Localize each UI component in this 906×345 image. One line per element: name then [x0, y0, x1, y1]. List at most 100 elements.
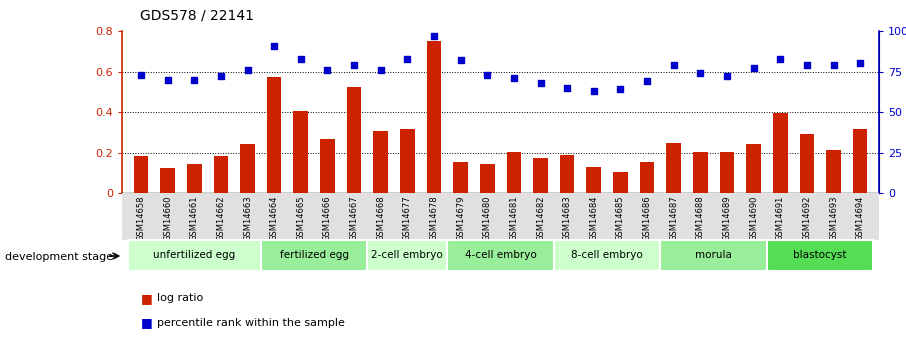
Bar	[133, 156, 149, 193]
Bar	[240, 144, 255, 193]
Bar	[560, 155, 574, 193]
Text: GSM14660: GSM14660	[163, 196, 172, 241]
Bar	[693, 152, 708, 193]
Bar	[400, 129, 415, 193]
Text: development stage: development stage	[5, 252, 112, 262]
Point	[747, 66, 761, 71]
Bar	[586, 167, 601, 193]
Bar	[506, 152, 521, 193]
Text: GSM14678: GSM14678	[429, 196, 439, 241]
Bar	[554, 240, 660, 271]
Bar	[480, 164, 495, 193]
Point	[427, 33, 441, 39]
Bar	[667, 142, 681, 193]
Point	[347, 62, 361, 68]
Point	[667, 62, 681, 68]
Point	[267, 43, 282, 48]
Point	[294, 56, 308, 61]
Point	[613, 87, 628, 92]
Text: GSM14665: GSM14665	[296, 196, 305, 241]
Point	[534, 80, 548, 86]
Bar	[347, 87, 361, 193]
Point	[826, 62, 841, 68]
Point	[214, 74, 228, 79]
Bar	[427, 41, 441, 193]
Bar	[187, 164, 201, 193]
Point	[240, 67, 255, 73]
Point	[640, 79, 654, 84]
Bar	[453, 162, 467, 193]
Bar	[534, 158, 548, 193]
Text: GSM14666: GSM14666	[323, 196, 332, 241]
Text: GSM14689: GSM14689	[722, 196, 731, 241]
Text: 2-cell embryo: 2-cell embryo	[371, 250, 443, 260]
Point	[400, 56, 415, 61]
Text: GSM14677: GSM14677	[403, 196, 412, 241]
Point	[320, 67, 334, 73]
Bar	[767, 240, 873, 271]
Text: blastocyst: blastocyst	[794, 250, 847, 260]
Text: GSM14661: GSM14661	[189, 196, 198, 241]
Text: GSM14685: GSM14685	[616, 196, 625, 241]
Bar	[267, 77, 282, 193]
Text: GSM14684: GSM14684	[589, 196, 598, 241]
Point	[134, 72, 149, 78]
Bar	[373, 131, 388, 193]
Text: GSM14681: GSM14681	[509, 196, 518, 241]
Text: GSM14683: GSM14683	[563, 196, 572, 241]
Text: GSM14667: GSM14667	[350, 196, 359, 241]
Bar	[128, 240, 261, 271]
Point	[800, 62, 814, 68]
Bar	[826, 150, 841, 193]
Text: ■: ■	[140, 292, 152, 305]
Text: GSM14662: GSM14662	[217, 196, 226, 241]
Text: 8-cell embryo: 8-cell embryo	[572, 250, 643, 260]
Text: GSM14688: GSM14688	[696, 196, 705, 241]
Point	[187, 77, 201, 82]
Text: GSM14663: GSM14663	[243, 196, 252, 241]
Text: log ratio: log ratio	[157, 294, 203, 303]
Point	[693, 70, 708, 76]
Text: GSM14693: GSM14693	[829, 196, 838, 241]
Bar	[320, 139, 334, 193]
Text: GSM14686: GSM14686	[642, 196, 651, 241]
Text: GSM14694: GSM14694	[855, 196, 864, 241]
Bar	[261, 240, 367, 271]
Bar	[800, 135, 814, 193]
Point	[773, 56, 787, 61]
Point	[586, 88, 601, 94]
Text: GSM14690: GSM14690	[749, 196, 758, 241]
Bar	[367, 240, 448, 271]
Text: morula: morula	[695, 250, 732, 260]
Bar	[773, 113, 787, 193]
Bar	[160, 168, 175, 193]
Bar	[719, 152, 734, 193]
Point	[160, 77, 175, 82]
Text: GSM14658: GSM14658	[137, 196, 146, 241]
Bar	[660, 240, 767, 271]
Point	[506, 75, 521, 81]
Point	[560, 85, 574, 91]
Bar	[853, 129, 868, 193]
Text: GSM14687: GSM14687	[670, 196, 679, 241]
Text: unfertilized egg: unfertilized egg	[153, 250, 236, 260]
Text: GSM14679: GSM14679	[456, 196, 465, 241]
Point	[453, 58, 467, 63]
Text: 4-cell embryo: 4-cell embryo	[465, 250, 536, 260]
Bar	[294, 111, 308, 193]
Text: ■: ■	[140, 316, 152, 329]
Point	[853, 61, 867, 66]
Point	[480, 72, 495, 78]
Text: GSM14692: GSM14692	[803, 196, 812, 241]
Bar	[640, 162, 654, 193]
Text: GSM14664: GSM14664	[270, 196, 279, 241]
Text: fertilized egg: fertilized egg	[280, 250, 349, 260]
Point	[373, 67, 388, 73]
Text: GSM14668: GSM14668	[376, 196, 385, 241]
Text: GDS578 / 22141: GDS578 / 22141	[140, 9, 255, 23]
Point	[719, 74, 734, 79]
Bar	[214, 156, 228, 193]
Text: GSM14691: GSM14691	[776, 196, 785, 241]
Text: GSM14680: GSM14680	[483, 196, 492, 241]
Bar	[448, 240, 554, 271]
